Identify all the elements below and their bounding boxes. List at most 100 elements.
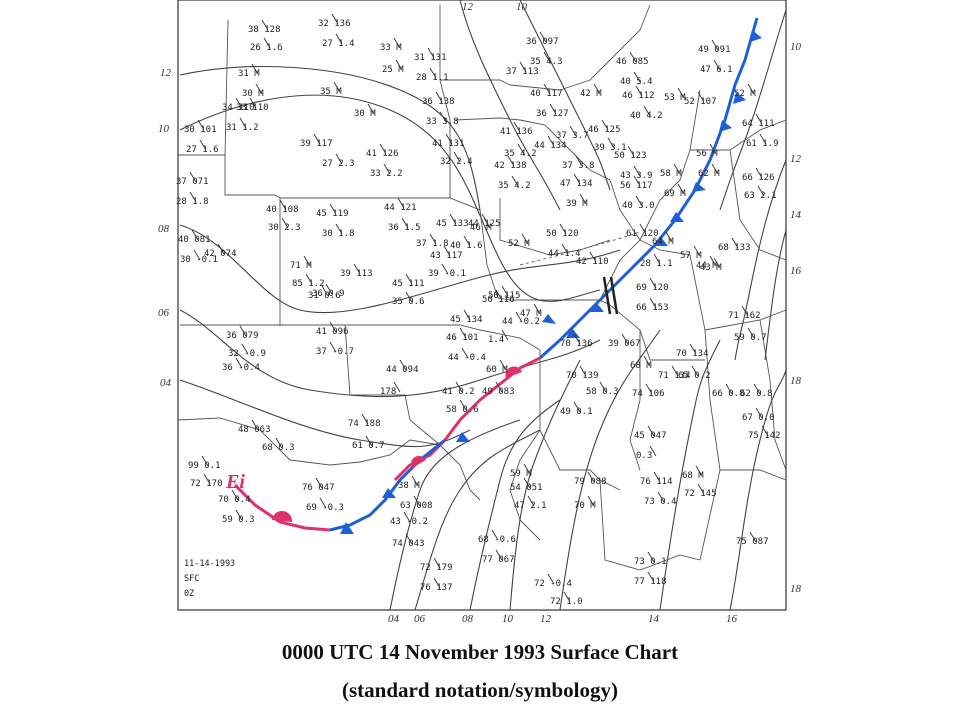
station-value: 58 0.3	[586, 387, 619, 397]
wind-barb	[231, 489, 239, 501]
station-value: 44 134	[534, 141, 567, 151]
station-plot: 70 134	[676, 343, 709, 359]
station-value: 36 097	[526, 37, 559, 47]
station-plot: 64 111	[742, 113, 775, 129]
station-value: 33 2.2	[370, 169, 403, 179]
station-value: 63 2.1	[744, 191, 777, 201]
station-plot: 68 M	[682, 465, 704, 481]
station-plot: 56 M	[696, 143, 718, 159]
chart-time: 0Z	[184, 589, 194, 599]
wind-barb	[429, 67, 437, 79]
wind-barb	[713, 59, 721, 71]
wind-barb	[633, 175, 641, 187]
station-plot: 76 047	[302, 477, 335, 493]
station-plot: 37 071	[176, 171, 209, 187]
station-plot: 33 2.2	[370, 163, 403, 179]
isodrosotherm-label: 10	[516, 1, 528, 13]
station-value: 69 M	[664, 189, 686, 199]
wind-barb	[731, 237, 739, 249]
station-value: 42 138	[494, 161, 527, 171]
station-plot: 46 125	[588, 119, 621, 135]
wind-barb	[335, 153, 343, 165]
wind-barb	[319, 497, 327, 509]
station-plot: 45 111	[392, 273, 425, 289]
station-value: 43 117	[430, 251, 463, 261]
station-plot: 68 M	[630, 355, 652, 371]
station-value: 60 M	[486, 365, 508, 375]
station-plot: 58 0.3	[586, 381, 619, 397]
station-plot: 28 1.1	[640, 253, 673, 269]
station-value: 76 114	[640, 477, 673, 487]
station-plot: 35 4.2	[504, 143, 537, 159]
wind-barb	[191, 229, 199, 241]
station-plot: 30 2.3	[268, 217, 301, 233]
isodrosotherm-label: 12	[790, 153, 802, 165]
wind-barb	[241, 343, 249, 355]
wind-barb	[255, 83, 263, 95]
wind-barb	[649, 297, 657, 309]
station-value: 35 M	[320, 87, 342, 97]
wind-barb	[217, 243, 225, 255]
station-plot: 73 0.4	[644, 491, 677, 507]
station-plot: 71 162	[728, 305, 761, 321]
station-plot: 27 1.4	[322, 33, 355, 49]
station-plot: 42 110	[576, 251, 609, 267]
station-value: 33 110	[236, 103, 269, 113]
wind-barb	[573, 173, 581, 185]
station-plot: 33 3.8	[426, 111, 459, 127]
warm-front-west	[233, 483, 331, 532]
station-value: 27 1.6	[186, 145, 219, 155]
wind-barb	[621, 333, 629, 345]
chart-level: SFC	[184, 574, 199, 584]
station-plot: 40 081	[178, 229, 211, 245]
isodrosotherm-label: 16	[790, 265, 802, 277]
wind-barb	[459, 327, 467, 339]
station-plot: 43 -0.2	[390, 511, 428, 527]
station-value: 36 079	[226, 331, 259, 341]
wind-barb	[193, 249, 201, 261]
station-value: 36 1.5	[388, 223, 421, 233]
wind-barb	[203, 473, 211, 485]
wind-barb	[653, 471, 661, 483]
station-value: 70 134	[676, 349, 709, 359]
wind-barb	[755, 167, 763, 179]
wind-barb	[361, 413, 369, 425]
station-value: 71 162	[728, 311, 761, 321]
station-value: 72 -0.4	[534, 579, 572, 589]
wind-barb	[677, 87, 685, 99]
wind-barb	[439, 111, 447, 123]
station-value: 50 115	[488, 291, 521, 301]
station-plot: 37 3.8	[562, 155, 595, 171]
station-plot: 50 116	[482, 289, 515, 305]
station-plot: 44 -0.4	[448, 347, 486, 363]
station-plot: 57 M	[680, 245, 702, 261]
station-value: 45 133	[436, 219, 469, 229]
station-value: 67 0.0	[742, 413, 775, 423]
station-value: 43 M	[700, 263, 722, 273]
wind-barb	[491, 529, 499, 541]
station-value: 35 0.6	[392, 297, 425, 307]
wind-barb	[725, 383, 733, 395]
station-value: 37 071	[176, 177, 209, 187]
station-plot: 58 0.6	[446, 399, 479, 415]
wind-barb	[647, 551, 655, 563]
station-plot: 74 043	[392, 533, 425, 549]
wind-barb	[189, 191, 197, 203]
station-value: 39 3.1	[594, 143, 627, 153]
station-value: 44 121	[384, 203, 417, 213]
station-plot: 75 087	[736, 531, 769, 547]
wind-barb	[607, 137, 615, 149]
station-plot: 46 101	[446, 327, 479, 343]
station-value: 41 126	[366, 149, 399, 159]
station-plot: 41 126	[366, 143, 399, 159]
wind-barb	[691, 365, 699, 377]
station-plot: 39 117	[300, 133, 333, 149]
station-value: 41 136	[500, 127, 533, 137]
station-plot: 72 170	[190, 473, 223, 489]
wind-barb	[303, 255, 311, 267]
station-plot: 40 3.0	[622, 195, 655, 211]
wind-barb	[321, 285, 329, 297]
wind-barb	[547, 135, 555, 147]
station-value: 69 120	[636, 283, 669, 293]
wind-barb	[325, 283, 333, 295]
